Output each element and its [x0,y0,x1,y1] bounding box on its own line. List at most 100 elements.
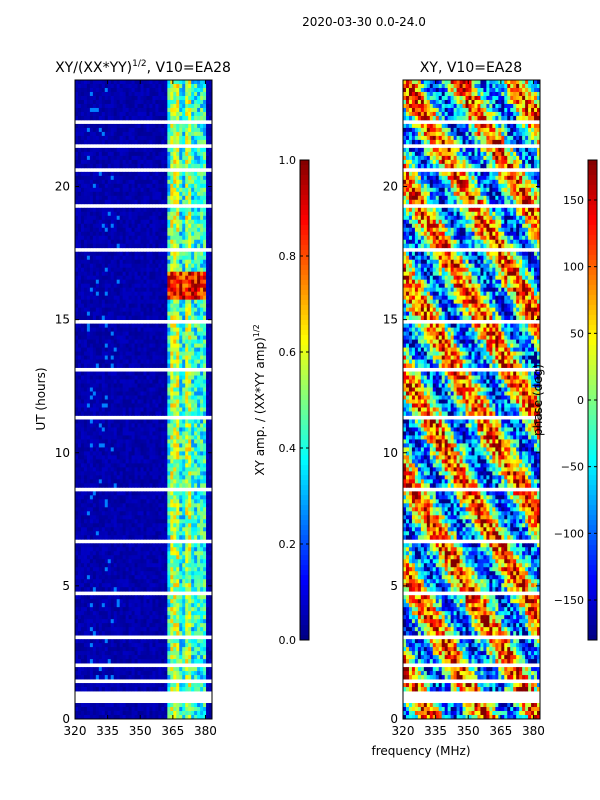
heatmap-cell [113,371,118,376]
heatmap-cell [101,399,106,404]
heatmap-cell [137,387,141,392]
heatmap-cell [206,159,210,165]
heatmap-cell [89,351,94,356]
heatmap-cell [146,227,150,233]
heatmap-cell [185,331,189,336]
heatmap-cell [173,467,177,472]
heatmap-cell [179,87,183,93]
heatmap-cell [179,283,183,289]
heatmap-cell [140,467,144,472]
heatmap-cell [119,347,124,352]
heatmap-cell [101,163,106,169]
heatmap-cell [173,111,177,117]
heatmap-cell [182,379,186,384]
heatmap-cell [155,439,159,444]
heatmap-cell [170,455,174,460]
heatmap-cell [77,95,82,101]
heatmap-cell [122,91,127,97]
heatmap-cell [146,463,150,468]
heatmap-cell [83,359,88,364]
heatmap-cell [77,87,82,93]
heatmap-cell [155,351,159,356]
heatmap-cell [110,271,115,277]
heatmap-cell [209,275,213,281]
heatmap-cell [134,99,138,105]
heatmap-cell [95,479,100,484]
heatmap-cell [125,299,130,305]
heatmap-cell [185,427,189,432]
heatmap-cell [170,315,174,321]
heatmap-cell [182,259,186,265]
heatmap-cell [146,135,150,141]
heatmap-cell [128,99,132,105]
heatmap-cell [107,211,112,217]
heatmap-cell [107,339,112,344]
heatmap-cell [209,499,213,504]
heatmap-cell [110,91,115,97]
heatmap-cell [119,443,124,448]
heatmap-cell [86,363,91,368]
heatmap-cell [110,531,115,536]
heatmap-cell [140,195,144,201]
heatmap-cell [137,131,141,137]
heatmap-cell [119,459,124,464]
heatmap-cell [185,411,189,416]
heatmap-cell [80,179,85,185]
heatmap-cell [161,303,165,309]
heatmap-cell [80,235,85,241]
heatmap-cell [155,271,159,277]
heatmap-cell [197,155,201,161]
heatmap-cell [128,259,132,265]
heatmap-cell [77,231,82,237]
heatmap-cell [200,231,204,237]
heatmap-cell [164,439,168,444]
heatmap-cell [197,131,201,137]
heatmap-cell [185,207,189,213]
heatmap-cell [179,251,183,257]
heatmap-cell [179,315,183,321]
heatmap-cell [197,383,201,388]
heatmap-cell [98,83,103,89]
heatmap-cell [197,391,201,396]
heatmap-cell [179,151,183,157]
heatmap-cell [143,427,147,432]
heatmap-cell [80,215,85,221]
heatmap-cell [197,359,201,364]
heatmap-cell [116,443,121,448]
heatmap-cell [116,147,121,153]
heatmap-cell [122,439,127,444]
heatmap-cell [83,279,88,285]
heatmap-cell [200,251,204,257]
heatmap-cell [113,251,118,257]
heatmap-cell [131,227,135,233]
heatmap-cell [161,127,165,133]
heatmap-cell [182,187,186,193]
heatmap-cell [176,375,180,380]
heatmap-cell [86,427,91,432]
heatmap-cell [110,403,115,408]
heatmap-cell [122,159,127,165]
heatmap-cell [167,427,171,432]
heatmap-cell [200,491,204,496]
heatmap-cell [206,347,210,352]
heatmap-cell [155,87,159,93]
heatmap-cell [140,287,144,293]
heatmap-cell [167,491,171,496]
heatmap-cell [152,255,156,261]
heatmap-cell [131,331,135,336]
heatmap-cell [113,283,118,289]
heatmap-cell [155,91,159,97]
heatmap-cell [164,195,168,201]
heatmap-cell [167,95,171,101]
heatmap-cell [140,523,144,528]
heatmap-cell [122,87,127,93]
heatmap-cell [128,183,132,189]
heatmap-cell [92,87,97,93]
heatmap-cell [134,111,138,117]
heatmap-cell [182,455,186,460]
heatmap-cell [98,551,103,556]
heatmap-cell [83,103,88,109]
heatmap-cell [191,263,195,269]
heatmap-cell [149,515,153,520]
heatmap-cell [191,335,195,340]
